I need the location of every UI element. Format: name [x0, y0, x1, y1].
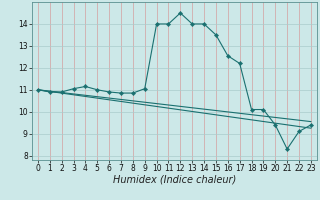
X-axis label: Humidex (Indice chaleur): Humidex (Indice chaleur): [113, 175, 236, 185]
